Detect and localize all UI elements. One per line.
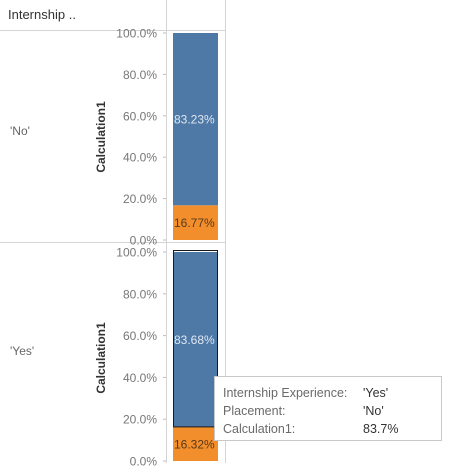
panel-2: 'Yes' Calculation1 100.0% 80.0% 60.0% 40.0% 20… bbox=[10, 246, 218, 469]
row-label: 'Yes' bbox=[10, 344, 34, 358]
tooltip-key: Placement: bbox=[223, 404, 286, 418]
data-label: 83.68% bbox=[174, 333, 215, 347]
bar-segment-bottom[interactable] bbox=[173, 426, 218, 461]
tooltip-value: 'Yes' bbox=[363, 386, 389, 400]
y-tick-label: 20.0% bbox=[123, 413, 157, 427]
y-tick-label: 60.0% bbox=[123, 109, 157, 123]
y-tick-label: 80.0% bbox=[123, 68, 157, 82]
tooltip-value: 83.7% bbox=[363, 422, 399, 436]
tooltip: Internship Experience: 'Yes' Placement: … bbox=[214, 376, 442, 441]
y-tick-label: 40.0% bbox=[123, 151, 157, 165]
y-tick-label: 40.0% bbox=[123, 371, 157, 385]
y-tick-label: 20.0% bbox=[123, 192, 157, 206]
tooltip-row-placement: Placement: 'No' bbox=[223, 404, 384, 418]
data-label: 83.23% bbox=[174, 113, 215, 127]
bar-segment-bottom[interactable] bbox=[173, 205, 218, 240]
row-field-header[interactable]: Internship .. bbox=[8, 7, 76, 22]
panel-1: 'No' Calculation1 100.0% 80.0% 60.0% 40.0% 20.… bbox=[10, 27, 218, 248]
tooltip-value: 'No' bbox=[363, 404, 384, 418]
y-tick-label: 0.0% bbox=[130, 234, 158, 248]
y-axis-title: Calculation1 bbox=[94, 101, 108, 173]
y-tick-label: 100.0% bbox=[116, 246, 157, 260]
y-tick-label: 100.0% bbox=[116, 27, 157, 41]
bar-segment-top[interactable] bbox=[173, 33, 218, 206]
tooltip-key: Internship Experience: bbox=[223, 386, 348, 400]
row-label: 'No' bbox=[10, 124, 30, 138]
y-tick-label: 0.0% bbox=[130, 455, 158, 469]
tooltip-key: Calculation1: bbox=[223, 422, 296, 436]
data-label: 16.77% bbox=[174, 216, 215, 230]
tooltip-row-internship: Internship Experience: 'Yes' bbox=[223, 386, 388, 400]
y-tick-label: 80.0% bbox=[123, 287, 157, 301]
y-tick-label: 60.0% bbox=[123, 329, 157, 343]
tooltip-row-calculation: Calculation1: 83.7% bbox=[223, 422, 398, 436]
bar-segment-top[interactable] bbox=[173, 252, 218, 427]
selection-outline bbox=[173, 250, 218, 428]
data-label: 16.32% bbox=[174, 437, 215, 451]
y-axis-title: Calculation1 bbox=[94, 322, 108, 394]
